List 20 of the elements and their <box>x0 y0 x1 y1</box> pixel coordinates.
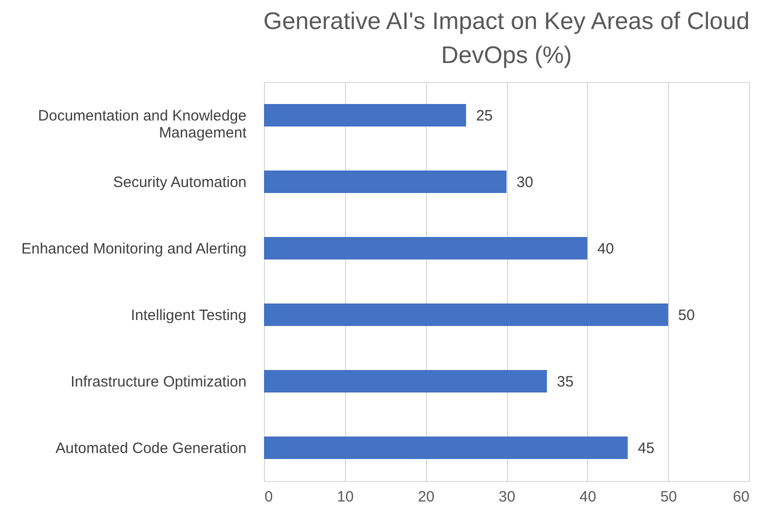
x-tick-label: 50 <box>660 488 678 506</box>
data-label: 50 <box>678 306 695 324</box>
x-tick-label: 0 <box>264 488 273 506</box>
x-tick-label: 40 <box>579 488 596 506</box>
chart-title: Generative AI's Impact on Key Areas of Cloud DevOps (%) <box>263 8 750 69</box>
x-tick-label: 20 <box>418 488 435 506</box>
x-tick-label: 60 <box>732 488 750 506</box>
data-label: 30 <box>516 174 534 191</box>
y-tick-label: Automated Code Generation <box>56 440 246 457</box>
data-label: 45 <box>638 440 654 457</box>
y-tick-label: Documentation and Knowledge Management <box>38 107 248 142</box>
data-label: 40 <box>597 240 614 258</box>
data-label: 25 <box>476 107 493 124</box>
y-tick-label: Infrastructure Optimization <box>70 373 246 390</box>
x-tick-label: 10 <box>336 488 354 506</box>
x-tick-label: 30 <box>498 488 516 506</box>
y-tick-label: Security Automation <box>113 174 246 191</box>
y-tick-label: Intelligent Testing <box>130 306 246 324</box>
data-label: 35 <box>556 373 574 390</box>
y-tick-label: Enhanced Monitoring and Alerting <box>21 240 246 258</box>
